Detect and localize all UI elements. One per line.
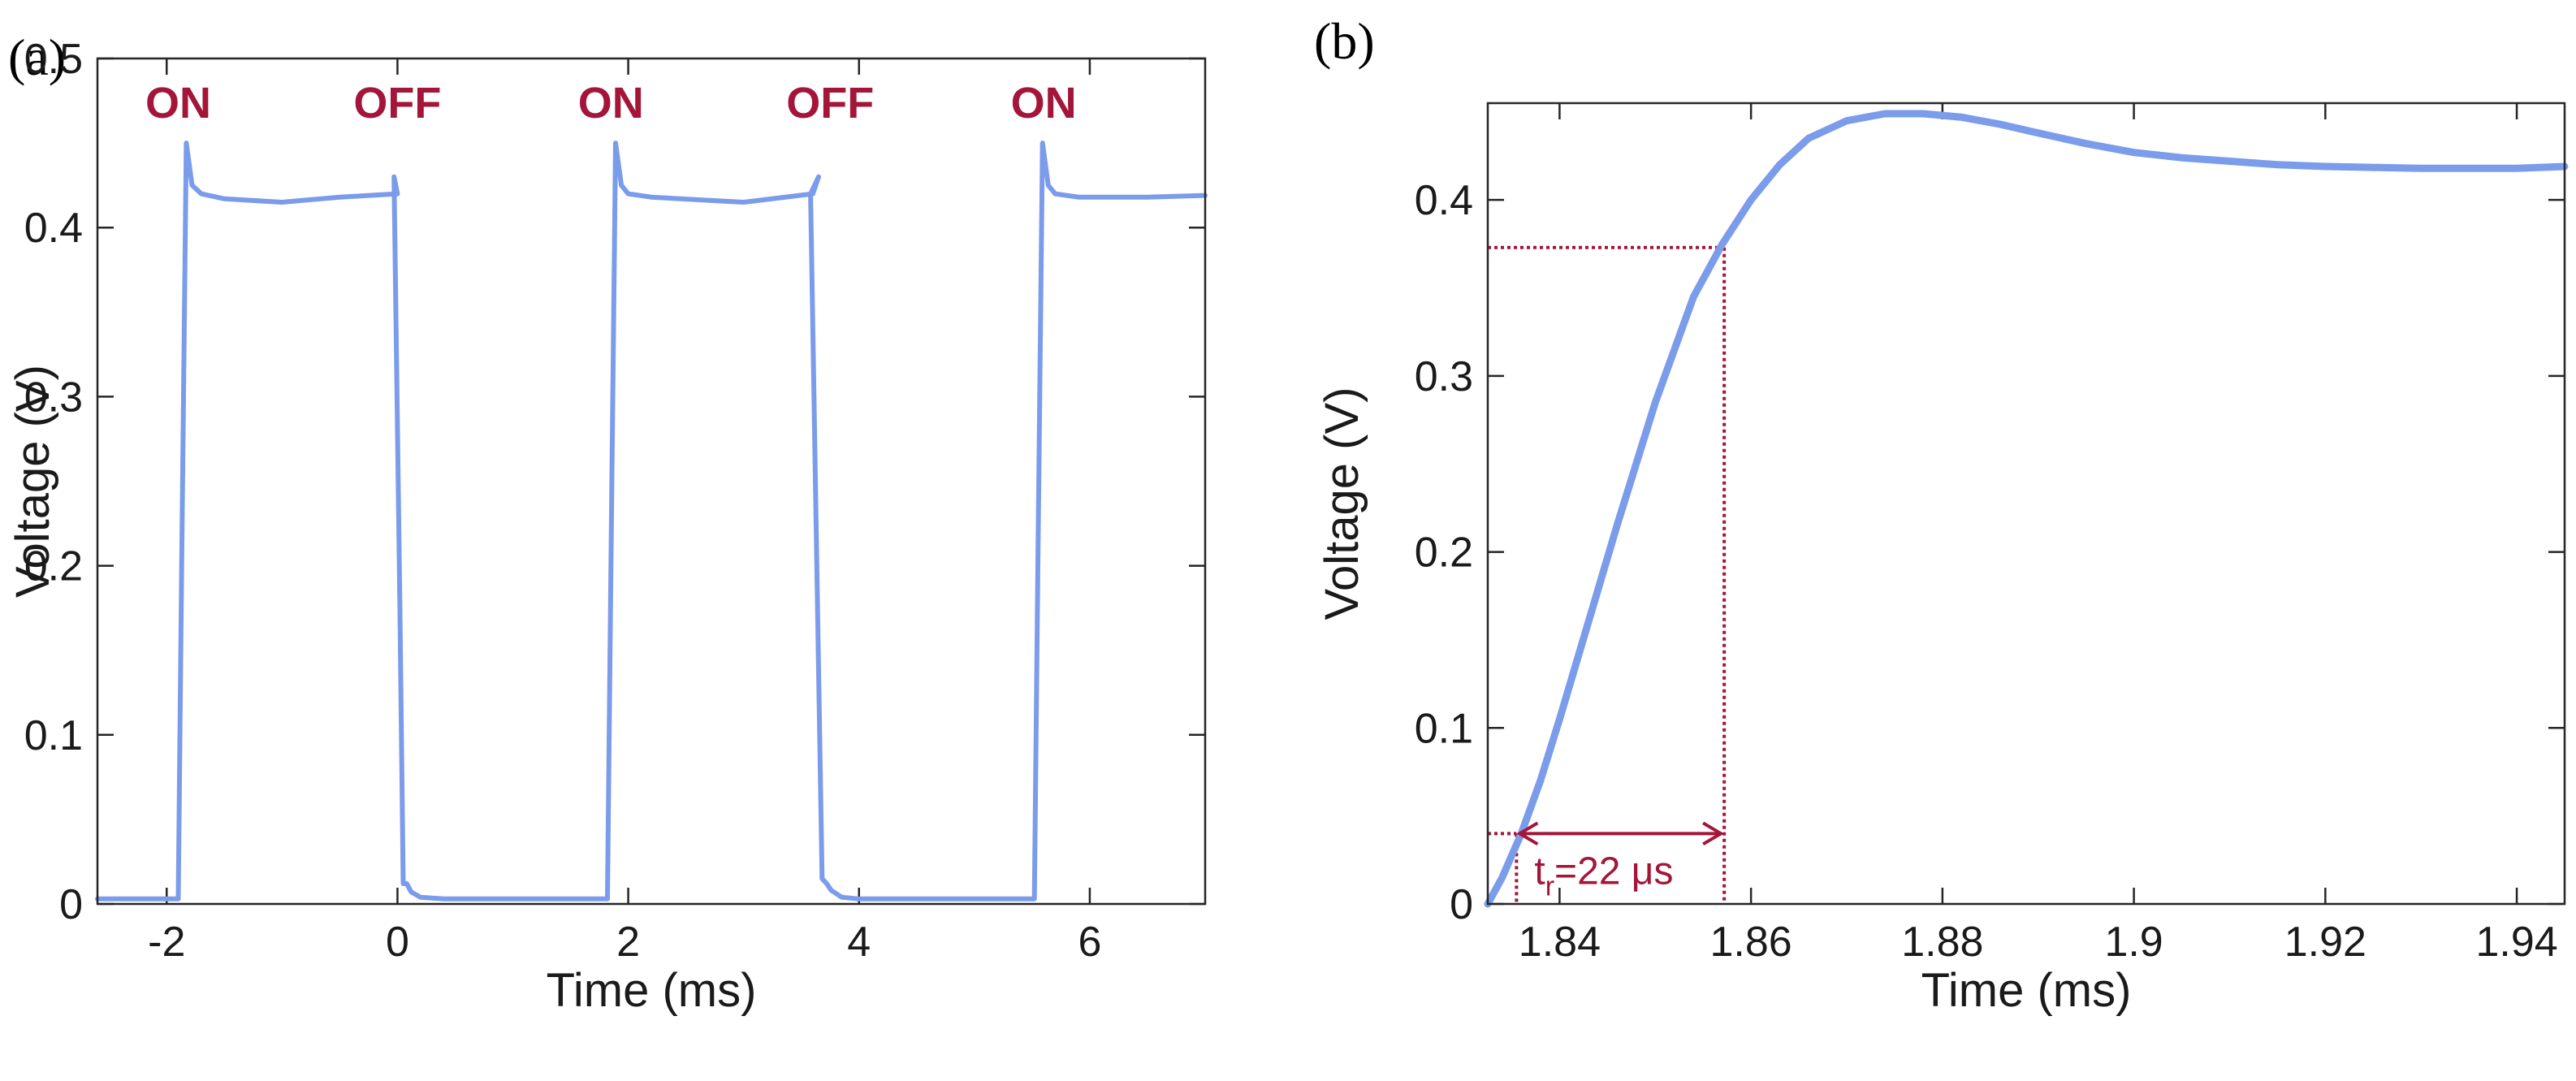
rise-time-annotation: tr=22 μs bbox=[1516, 821, 1725, 902]
voltage-line bbox=[1484, 110, 2569, 908]
y-tick-label: 0 bbox=[59, 881, 83, 928]
y-tick-label: 0.4 bbox=[1415, 177, 1473, 224]
x-tick-label: 1.92 bbox=[2284, 919, 2366, 966]
arrow-head-right bbox=[1702, 821, 1725, 846]
x-tick-label: -2 bbox=[148, 919, 185, 966]
x-tick-label: 6 bbox=[1078, 919, 1101, 966]
x-axis-title-a: Time (ms) bbox=[547, 964, 757, 1017]
axis-ticks-a bbox=[97, 57, 1205, 906]
x-tick-labels-a: -2 0 2 4 6 bbox=[148, 919, 1101, 966]
y-tick-labels-a: 0 0.1 0.2 0.3 0.4 0.5 bbox=[24, 36, 83, 928]
x-tick-label: 1.9 bbox=[2104, 919, 2163, 966]
state-label: ON bbox=[1011, 79, 1077, 128]
on-off-annotations: ON OFF ON OFF ON bbox=[145, 79, 1077, 128]
plot-frame-a bbox=[96, 57, 1207, 906]
y-tick-label: 0.3 bbox=[24, 374, 83, 421]
y-tick-label: 0.4 bbox=[24, 205, 83, 252]
series-a bbox=[95, 141, 1208, 902]
x-tick-labels-b: 1.84 1.86 1.88 1.9 1.92 1.94 bbox=[1519, 919, 2558, 966]
x-tick-label: 1.84 bbox=[1519, 919, 1601, 966]
x-axis-title-b: Time (ms) bbox=[1921, 964, 2132, 1017]
y-axis-title-a: Voltage (V) bbox=[6, 365, 59, 598]
y-tick-label: 0.2 bbox=[24, 543, 83, 590]
rise-time-guides bbox=[1488, 245, 1727, 904]
y-tick-labels-b: 0 0.1 0.2 0.3 0.4 bbox=[1415, 177, 1473, 928]
arrow-head-left bbox=[1516, 821, 1539, 846]
plot-frame-b bbox=[1486, 102, 2566, 906]
x-tick-label: 2 bbox=[616, 919, 640, 966]
state-label: ON bbox=[578, 79, 644, 128]
axis-ticks-b bbox=[1488, 103, 2565, 906]
state-label: OFF bbox=[786, 79, 874, 128]
state-label: OFF bbox=[353, 79, 441, 128]
x-tick-label: 0 bbox=[386, 919, 409, 966]
x-tick-label: 1.94 bbox=[2475, 919, 2557, 966]
y-tick-label: 0.5 bbox=[24, 36, 83, 83]
x-tick-label: 4 bbox=[847, 919, 871, 966]
panel-a: (a) 00.10.20.30.40.5 -2 0 2 4 6 Voltage (V) … bbox=[6, 28, 1208, 1017]
panel-label-a: (a) bbox=[8, 28, 66, 86]
y-tick-label: 0.1 bbox=[24, 712, 83, 759]
y-tick-label: 0.3 bbox=[1415, 353, 1473, 400]
y-tick-label: 0.1 bbox=[1415, 705, 1473, 752]
state-label: ON bbox=[145, 79, 211, 128]
y-axis-title-b: Voltage (V) bbox=[1316, 387, 1368, 620]
series-b bbox=[1484, 110, 2569, 908]
panel-label-b: (b) bbox=[1314, 12, 1375, 70]
x-tick-label: 1.86 bbox=[1710, 919, 1792, 966]
panel-b: (b) 0 0.1 0.2 0.3 0.4 1.84 1.86 1.88 1.9 1.92 1.9… bbox=[1314, 12, 2569, 1017]
voltage-line bbox=[95, 141, 1208, 902]
x-tick-label: 1.88 bbox=[1901, 919, 1983, 966]
y-tick-label: 0.2 bbox=[1415, 530, 1473, 577]
rise-time-label: tr=22 μs bbox=[1534, 850, 1673, 902]
y-tick-label: 0 bbox=[1450, 881, 1473, 928]
